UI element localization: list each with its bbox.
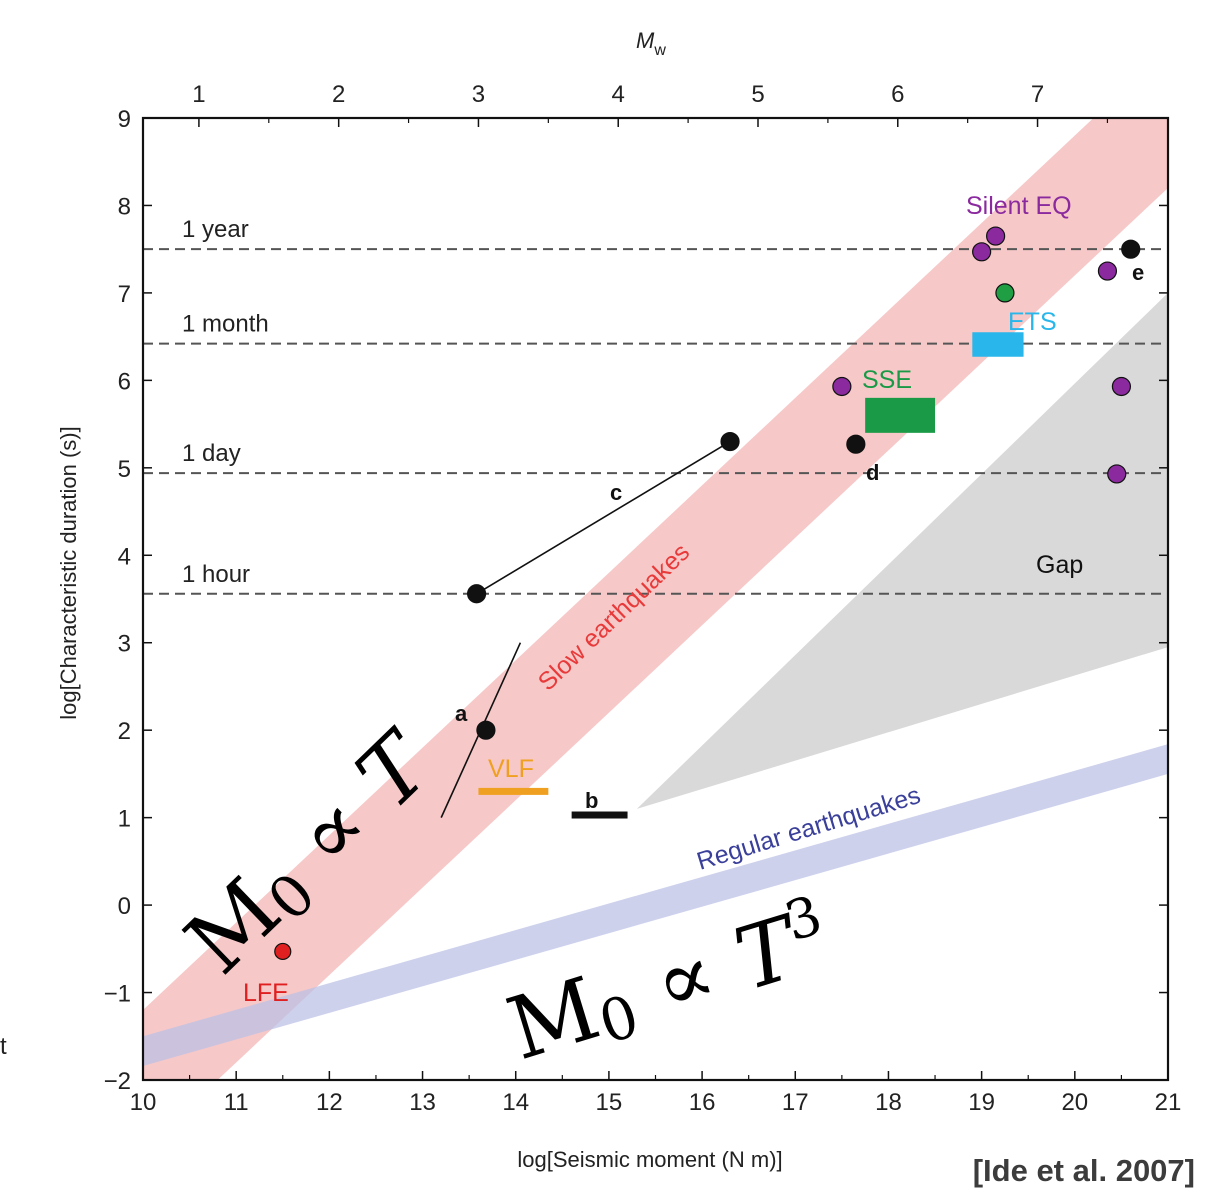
black-points-point <box>466 584 487 604</box>
silent-eq-point <box>1107 464 1127 484</box>
x-tick-label: 11 <box>224 1089 249 1116</box>
point-label-b: b <box>585 788 598 813</box>
reference-label-1-month: 1 month <box>182 311 269 338</box>
y-tick-label: 7 <box>118 281 131 308</box>
x-tick-label: 20 <box>1061 1089 1088 1116</box>
top-tick-label: 1 <box>192 81 205 108</box>
gap-label: Gap <box>1036 551 1083 579</box>
point-label-e: e <box>1132 260 1144 285</box>
y-tick-label: 9 <box>118 106 131 133</box>
bands-layer <box>143 118 1168 1080</box>
lfe-point <box>274 942 292 961</box>
line-c <box>476 440 731 595</box>
ets-range-box <box>972 332 1024 357</box>
regular-earthquakes-band <box>143 744 1168 1067</box>
y-tick-label: 1 <box>118 806 131 833</box>
vlf-label: VLF <box>488 755 534 783</box>
y-axis-title: log[Characteristic duration (s)] <box>56 426 81 719</box>
top-tick-label: 6 <box>891 81 904 108</box>
point-label-c: c <box>610 480 622 505</box>
silent-eq-point <box>1097 261 1118 281</box>
time-reference-lines: 1 year 1 month 1 day 1 hour <box>143 216 1168 595</box>
y-tick-label: 6 <box>118 368 131 395</box>
y-tick-label: 4 <box>118 543 131 570</box>
x-tick-label: 19 <box>968 1089 995 1116</box>
silent-eq-point <box>986 226 1006 246</box>
x-tick-label: 14 <box>502 1089 529 1116</box>
x-tick-label: 16 <box>689 1089 716 1116</box>
y-tick-label: 5 <box>118 456 131 483</box>
top-axis-title-sub: w <box>653 42 666 59</box>
lfe-label: LFE <box>243 979 289 1007</box>
vlf-range-bar <box>478 787 549 795</box>
black-points-point <box>720 431 740 452</box>
x-tick-label: 15 <box>596 1089 623 1116</box>
b-range-bar <box>571 811 628 819</box>
y-tick-label: −1 <box>104 981 131 1008</box>
citation-text: [Ide et al. 2007] <box>973 1153 1195 1188</box>
point-label-a: a <box>455 701 468 726</box>
reference-label-1-hour: 1 hour <box>182 561 250 588</box>
top-tick-label: 2 <box>332 81 345 108</box>
top-axis-title: Mw <box>636 28 666 59</box>
reference-label-1-day: 1 day <box>182 440 241 467</box>
sse-range-box <box>865 397 936 433</box>
x-tick-label: 17 <box>782 1089 809 1116</box>
y-tick-label: 0 <box>118 893 131 920</box>
top-tick-label: 7 <box>1031 81 1044 108</box>
top-tick-label: 5 <box>751 81 764 108</box>
data-points <box>274 226 1141 961</box>
left-edge-text: t <box>0 1033 7 1060</box>
reference-label-1-year: 1 year <box>182 216 249 243</box>
slow-earthquakes-band <box>143 118 1168 1080</box>
black-points-point <box>846 434 866 454</box>
silent-eq-point <box>972 242 992 262</box>
top-axis-title-main: M <box>636 28 655 53</box>
top-tick-label: 4 <box>612 81 625 108</box>
black-points-point <box>476 720 496 740</box>
point-label-d: d <box>866 460 879 485</box>
sse-label: SSE <box>862 366 912 394</box>
ets-label: ETS <box>1008 308 1057 336</box>
x-tick-label: 12 <box>316 1089 343 1116</box>
y-tick-label: 2 <box>118 718 131 745</box>
silent-eq-label: Silent EQ <box>966 192 1072 220</box>
x-tick-label: 18 <box>875 1089 902 1116</box>
x-tick-label: 10 <box>130 1089 157 1116</box>
silent-eq-point <box>832 376 852 397</box>
silent-eq-point <box>1111 376 1132 397</box>
y-tick-label: −2 <box>104 1068 131 1095</box>
gap-region <box>636 292 1168 809</box>
x-tick-label: 21 <box>1155 1089 1182 1116</box>
y-tick-label: 3 <box>118 631 131 658</box>
x-axis-title: log[Seismic moment (N m)] <box>517 1147 782 1172</box>
y-tick-label: 8 <box>118 193 131 220</box>
x-tick-label: 13 <box>409 1089 436 1116</box>
range-markers <box>478 332 1024 819</box>
black-points-point <box>1121 239 1141 259</box>
green-point-point <box>995 283 1015 303</box>
top-tick-label: 3 <box>472 81 485 108</box>
